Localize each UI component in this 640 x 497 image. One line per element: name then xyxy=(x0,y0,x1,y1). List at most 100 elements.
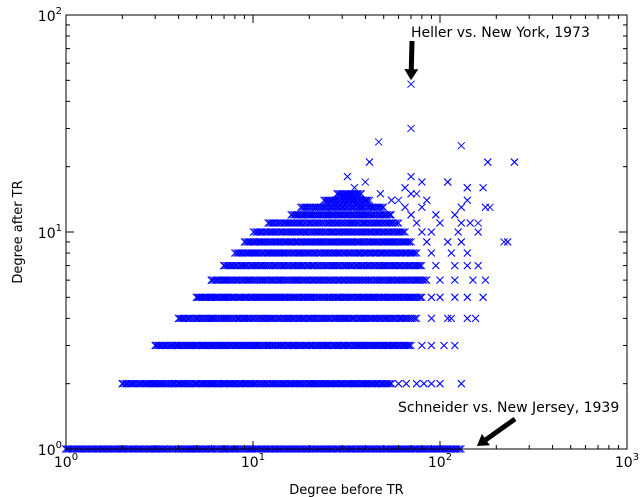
data-point xyxy=(372,228,381,236)
data-point xyxy=(463,249,472,257)
data-point xyxy=(341,211,349,219)
data-point xyxy=(302,293,310,302)
data-point xyxy=(392,219,400,227)
data-point xyxy=(368,203,377,212)
data-point xyxy=(192,379,201,388)
data-point xyxy=(288,228,297,236)
data-point xyxy=(360,341,369,350)
data-point xyxy=(205,341,213,350)
data-point xyxy=(220,261,228,270)
data-point xyxy=(383,314,392,323)
data-point xyxy=(394,196,403,205)
data-point xyxy=(207,341,216,350)
data-point xyxy=(474,261,483,270)
data-point xyxy=(390,341,399,350)
data-point xyxy=(220,341,228,350)
data-point xyxy=(436,276,444,285)
data-point xyxy=(341,276,350,284)
data-point xyxy=(244,249,253,257)
data-point xyxy=(415,293,424,302)
data-point xyxy=(486,203,494,212)
data-point xyxy=(436,293,444,302)
data-point xyxy=(262,276,270,284)
data-point xyxy=(360,249,369,257)
data-point xyxy=(326,219,334,227)
data-point xyxy=(288,314,296,323)
data-point xyxy=(354,196,363,205)
data-point xyxy=(407,341,415,350)
data-point xyxy=(406,261,415,270)
data-point xyxy=(268,341,277,350)
data-point xyxy=(361,178,370,186)
data-point xyxy=(314,249,322,257)
data-point xyxy=(279,379,287,388)
data-point xyxy=(255,249,264,257)
data-point xyxy=(401,203,409,212)
data-point xyxy=(386,379,395,388)
data-point xyxy=(314,228,323,236)
data-point xyxy=(338,190,347,198)
annotation-arrow-heller xyxy=(404,40,419,81)
data-point xyxy=(185,314,194,323)
data-point xyxy=(294,276,303,284)
data-point xyxy=(270,314,279,323)
data-point xyxy=(422,196,431,205)
data-point xyxy=(385,379,393,388)
data-point xyxy=(378,203,387,212)
data-point xyxy=(118,379,127,388)
data-point xyxy=(419,379,428,388)
data-point xyxy=(376,203,384,212)
data-point xyxy=(412,314,421,323)
data-point xyxy=(345,276,354,284)
y-axis-label: Degree after TR xyxy=(11,180,26,283)
data-point xyxy=(349,196,357,205)
data-point xyxy=(387,211,395,219)
data-point xyxy=(388,228,397,236)
data-point xyxy=(409,249,417,257)
data-point xyxy=(416,261,425,270)
data-point xyxy=(293,238,302,246)
data-point xyxy=(304,228,313,236)
data-point xyxy=(345,293,354,302)
data-point xyxy=(298,219,307,227)
data-point xyxy=(447,249,456,257)
data-point xyxy=(353,190,362,198)
data-point xyxy=(236,249,244,257)
data-point xyxy=(365,158,374,166)
data-point xyxy=(344,341,353,350)
data-point xyxy=(378,228,387,236)
data-point xyxy=(450,261,459,270)
data-point xyxy=(314,261,323,270)
data-point xyxy=(479,183,487,192)
data-point xyxy=(471,314,480,323)
data-point xyxy=(367,211,376,219)
data-point xyxy=(390,314,398,323)
data-point xyxy=(450,276,459,285)
data-point xyxy=(277,219,286,227)
data-point xyxy=(284,276,293,284)
data-point xyxy=(450,293,459,302)
data-point xyxy=(381,261,390,270)
y-tick-label: 102 xyxy=(38,6,62,25)
data-point xyxy=(324,341,333,350)
data-point xyxy=(390,249,398,257)
data-point xyxy=(422,238,431,246)
data-point xyxy=(296,203,305,212)
data-point xyxy=(387,379,396,388)
data-point xyxy=(405,341,414,350)
data-point xyxy=(317,238,326,246)
data-point xyxy=(401,238,410,246)
data-point xyxy=(284,341,293,350)
data-point xyxy=(338,219,347,227)
data-point xyxy=(373,219,382,227)
data-point xyxy=(329,196,337,205)
data-point xyxy=(243,249,251,257)
data-point xyxy=(184,379,192,388)
data-point xyxy=(309,203,317,212)
data-point xyxy=(457,203,466,212)
data-point xyxy=(351,190,359,198)
data-point xyxy=(236,293,244,302)
data-point xyxy=(283,293,292,302)
data-point xyxy=(427,249,436,257)
data-point xyxy=(312,203,321,212)
